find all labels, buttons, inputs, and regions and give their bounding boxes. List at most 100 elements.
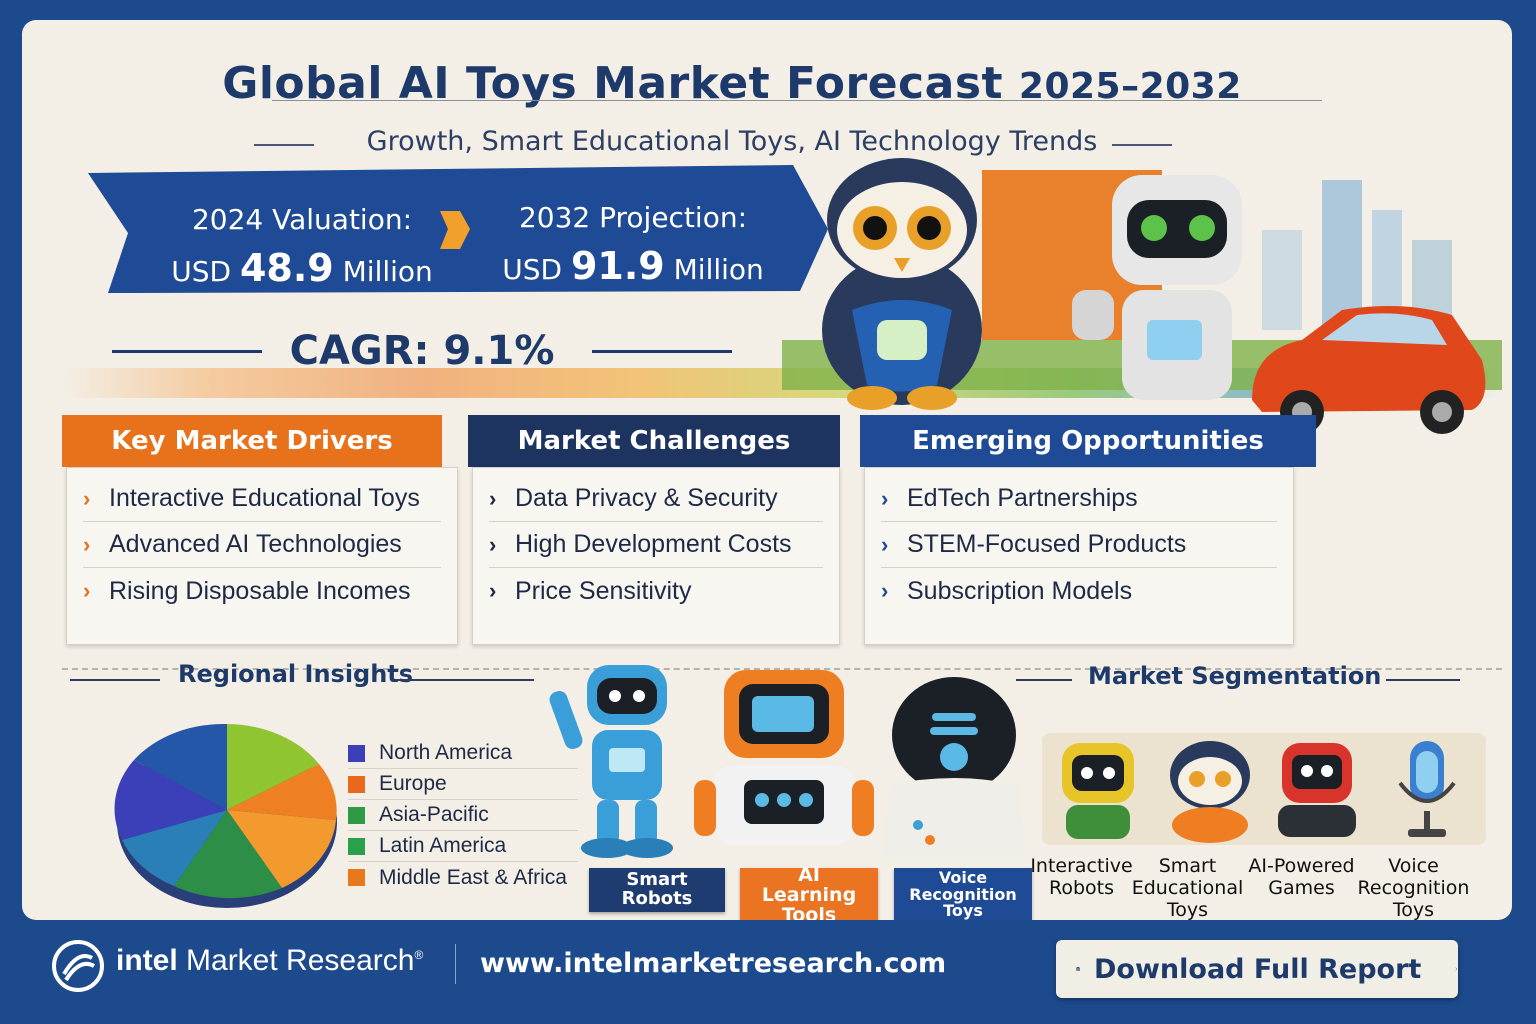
regional-rule-left [70,679,160,681]
projection-prefix: USD [502,253,563,286]
interactive-robot-icon [1062,743,1134,839]
list-item: › Subscription Models [881,568,1277,614]
voice-recognition-robot-illustration [882,677,1026,860]
projection-label: 2032 Projection: [518,201,748,234]
current-prefix: USD [171,255,232,288]
challenges-title: Market Challenges [517,426,791,456]
regional-insights-title: Regional Insights [178,660,414,688]
cagr-rule-right [592,350,732,353]
cagr-value: CAGR: 9.1% [289,328,555,374]
legend-item: North America [348,738,578,769]
subtitle-rule-left [254,144,314,146]
list-item: › EdTech Partnerships [881,476,1277,522]
page-subtitle: Growth, Smart Educational Toys, AI Techn… [366,126,1098,157]
title-text: Global AI Toys Market Forecast [222,58,1004,109]
current-unit: Million [342,255,433,288]
drivers-list: › Interactive Educational Toys › Advanced … [66,467,458,645]
legend-label: Asia-Pacific [379,803,489,826]
toy-car [1252,306,1486,434]
legend-item: Asia-Pacific [348,800,578,831]
regional-pie-chart [114,723,337,908]
legend-item: Middle East & Africa [348,862,578,893]
chevron-right-icon: › [83,531,91,557]
legend-swatch [348,806,365,824]
opportunities-list: › EdTech Partnerships › STEM-Focused Produ… [864,467,1294,645]
segment-voice-recognition-toys: Voice Recognition Toys [1357,855,1470,920]
brand-rest-text: Market Research [186,944,415,977]
projection-value: 91.9 [570,244,665,288]
projected-valuation: 2032 Projection: USD 91.9 Million [488,201,778,288]
challenge-item-label: Data Privacy & Security [515,484,778,512]
list-item: › High Development Costs [489,522,823,568]
tag-smart-robots: Smart Robots [589,868,725,912]
current-valuation-amount: USD 48.9 Million [152,246,452,290]
drivers-heading: Key Market Drivers [62,415,442,467]
cagr-row: CAGR: 9.1% [112,328,732,378]
current-valuation: 2024 Valuation: USD 48.9 Million [152,203,452,290]
segmentation-toy-icons [1062,741,1456,843]
driver-item-label: Rising Disposable Incomes [109,576,411,605]
legend-item: Latin America [348,831,578,862]
opportunities-heading: Emerging Opportunities [860,415,1316,467]
penguin-robot-toy [822,158,982,410]
smart-educational-toy-icon [1170,741,1250,843]
subtitle-rule-right [1112,144,1172,146]
challenge-item-label: High Development Costs [515,530,792,558]
brand-bold-text: intel [116,944,178,977]
list-item: › Rising Disposable Incomes [83,568,441,614]
brand-registered-mark: ® [414,948,424,962]
chevron-right-icon: › [881,531,889,557]
projection-unit: Million [673,253,764,286]
regional-rule-right [394,679,534,681]
chevron-right-icon: › [881,485,889,511]
smart-robot-illustration [549,665,673,858]
intel-market-research-logo-icon [52,940,104,992]
panel-market-challenges: Market Challenges › Data Privacy & Securi… [468,415,844,645]
segment-ai-powered-games: AI-Powered Games [1248,855,1355,899]
drivers-title: Key Market Drivers [111,426,393,456]
opportunity-item-label: Subscription Models [907,576,1133,605]
banner-ribbon-shape [88,165,828,293]
challenge-item-label: Price Sensitivity [515,576,692,605]
download-full-report-button[interactable]: Download Full Report [1056,940,1458,998]
tag-voice-recognition-toys: Voice Recognition Toys [894,868,1032,920]
download-button-label: Download Full Report [1094,953,1422,985]
challenges-list: › Data Privacy & Security › High Developme… [472,467,840,645]
chevron-right-icon: › [489,531,497,557]
projection-amount: USD 91.9 Million [488,244,778,288]
segment-smart-educational-toys: Smart Educational Toys [1131,855,1244,920]
current-valuation-label: 2024 Valuation: [191,203,413,236]
list-item: › Data Privacy & Security [489,476,823,522]
chevron-right-icon: › [881,578,889,603]
list-item: › Interactive Educational Toys [83,476,441,522]
driver-item-label: Advanced AI Technologies [109,530,402,558]
footer-brand: intel Market Research® [116,944,423,978]
footer-website-link[interactable]: www.intelmarketresearch.com [480,948,947,979]
page-title: Global AI Toys Market Forecast 2025–2032 [22,58,1442,109]
segmentation-icons-strip [1042,733,1486,845]
tag-ai-learning-tools: AI Learning Tools [740,865,878,920]
segmentation-rule-right [1386,679,1460,681]
pie-chart-3d-illustration [114,723,337,908]
valuation-banner: 2024 Valuation: USD 48.9 Million 2032 Pr… [88,165,828,295]
legend-swatch [348,775,365,793]
opportunities-title: Emerging Opportunities [912,426,1264,456]
list-item: › Price Sensitivity [489,568,823,614]
list-item: › Advanced AI Technologies [83,522,441,568]
segmentation-rule-left [1016,679,1072,681]
voice-recognition-toy-icon [1398,741,1456,837]
infographic-frame: Global AI Toys Market Forecast 2025–2032… [22,20,1512,920]
legend-label: Latin America [379,834,507,857]
panel-emerging-opportunities: Emerging Opportunities › EdTech Partnersh… [860,415,1320,645]
hero-toys-illustration [782,158,1502,434]
opportunity-item-label: EdTech Partnerships [907,484,1138,512]
list-item: › STEM-Focused Products [881,522,1277,568]
legend-swatch [348,744,365,762]
market-segmentation-title: Market Segmentation [1088,662,1382,690]
legend-label: North America [379,741,513,764]
chevron-right-icon [1455,967,1458,971]
white-robot-toy [1072,175,1242,400]
legend-swatch [348,837,365,855]
title-divider [272,100,1322,101]
regional-legend: North America Europe Asia-Pacific Latin … [348,738,578,893]
